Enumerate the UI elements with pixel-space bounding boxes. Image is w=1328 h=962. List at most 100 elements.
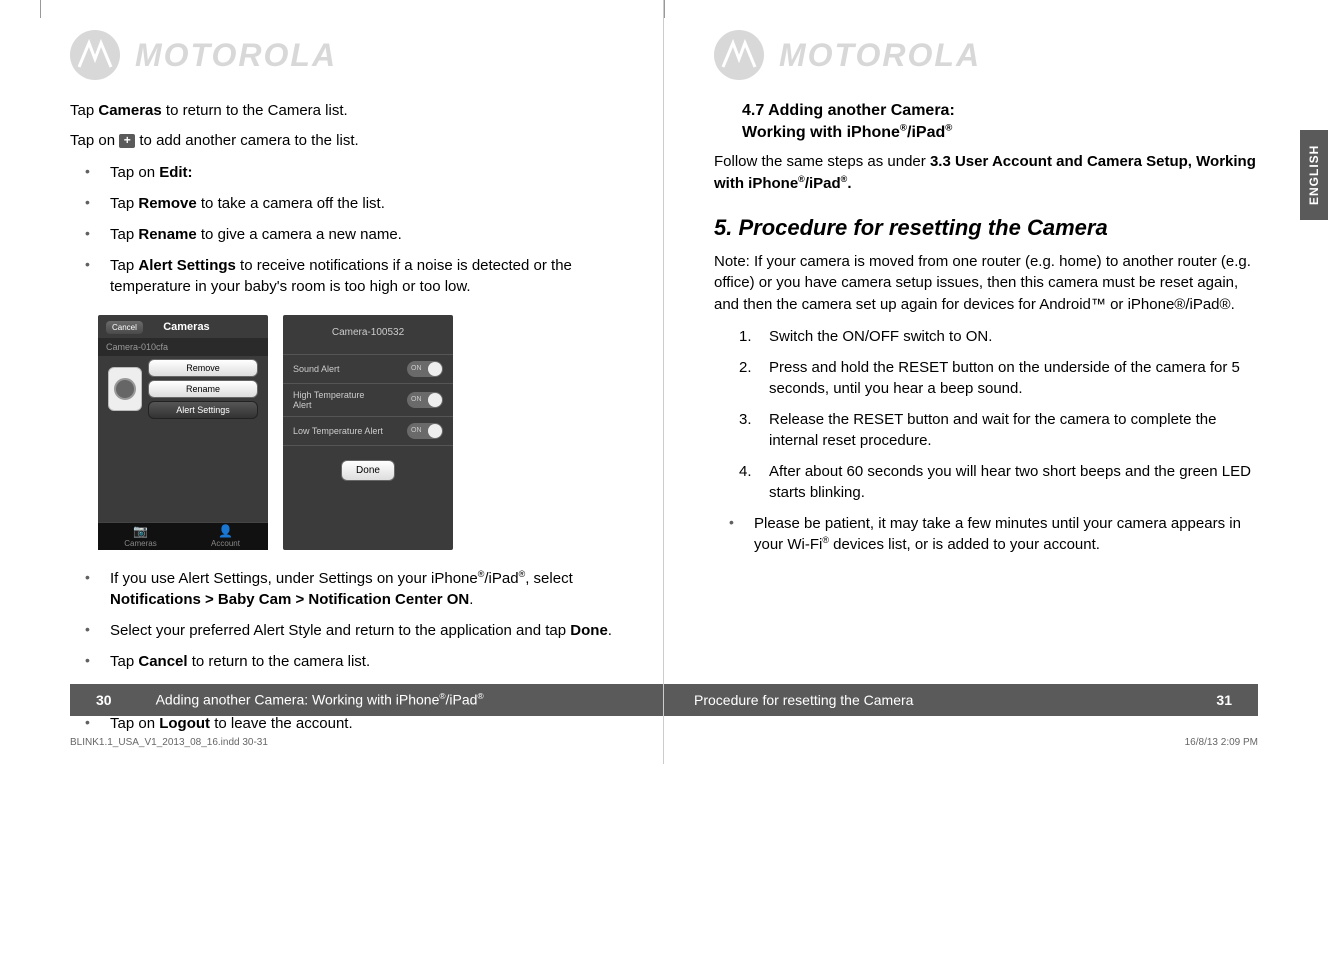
bullet-patient: Please be patient, it may take a few min… <box>724 513 1258 555</box>
text: to return to the Camera list. <box>162 102 348 119</box>
text-bold: Edit: <box>159 164 192 181</box>
brand-wordmark: MOTOROLA <box>135 37 337 74</box>
bullet-rename: Tap Rename to give a camera a new name. <box>80 224 613 245</box>
bullet-pref-style: Select your preferred Alert Style and re… <box>80 620 613 641</box>
brand-header: MOTOROLA <box>70 30 613 80</box>
brand-wordmark: MOTOROLA <box>779 37 981 74</box>
low-temp-toggle[interactable]: ON <box>407 423 443 439</box>
step-3: 3.Release the RESET button and wait for … <box>734 409 1258 451</box>
done-button[interactable]: Done <box>341 460 395 481</box>
action-buttons: Remove Rename Alert Settings <box>148 359 258 419</box>
alert-settings-button[interactable]: Alert Settings <box>148 401 258 419</box>
step-number: 4. <box>739 461 752 482</box>
tab-label: Account <box>211 539 240 548</box>
high-temp-row: High Temperature Alert ON <box>283 384 453 417</box>
tab-label: Cameras <box>124 539 156 548</box>
note-text: Note: If your camera is moved from one r… <box>714 251 1258 316</box>
bullet-list-right: Please be patient, it may take a few min… <box>724 513 1258 555</box>
text: to give a camera a new name. <box>197 226 402 243</box>
brand-header: MOTOROLA <box>714 30 1258 80</box>
step-text: Release the RESET button and wait for th… <box>769 411 1216 449</box>
toggle-state: ON <box>411 427 422 434</box>
screenshot-header: Cancel Cameras <box>98 321 268 338</box>
text: , select <box>525 570 573 587</box>
text: Tap on <box>70 132 119 149</box>
step-text: After about 60 seconds you will hear two… <box>769 463 1251 501</box>
screen-title: Cameras <box>163 321 209 333</box>
screenshot-cameras: Cancel Cameras Camera-010cfa Remove Rena… <box>98 315 268 550</box>
text: /iPad <box>907 124 945 141</box>
text: Tap on <box>110 715 159 732</box>
text: /iPad <box>484 570 518 587</box>
text-bold: /iPad <box>805 175 841 192</box>
toggle-state: ON <box>411 365 422 372</box>
text-bold: Notifications > Baby Cam > Notification … <box>110 591 469 608</box>
date-meta: 16/8/13 2:09 PM <box>1185 737 1258 748</box>
text: If you use Alert Settings, under Setting… <box>110 570 478 587</box>
reset-steps: 1.Switch the ON/OFF switch to ON. 2.Pres… <box>734 326 1258 503</box>
plus-icon: + <box>119 134 135 148</box>
sound-alert-row: Sound Alert ON <box>283 354 453 384</box>
follow-text: Follow the same steps as under 3.3 User … <box>714 151 1258 195</box>
section-5-title: 5. Procedure for resetting the Camera <box>714 215 1258 241</box>
text: to take a camera off the list. <box>197 195 385 212</box>
step-4: 4. After about 60 seconds you will hear t… <box>734 461 1258 503</box>
text: Follow the same steps as under <box>714 153 930 170</box>
text: 4.7 Adding another Camera: <box>742 102 955 119</box>
sound-alert-toggle[interactable]: ON <box>407 361 443 377</box>
screenshot-alerts: Camera-100532 Sound Alert ON High Temper… <box>283 315 453 550</box>
text-bold: Cameras <box>98 102 161 119</box>
screen-title: Camera-100532 <box>283 321 453 344</box>
right-page: ENGLISH MOTOROLA 4.7 Adding another Came… <box>664 0 1328 764</box>
alert-label: High Temperature Alert <box>293 390 383 410</box>
text-bold: Logout <box>159 715 210 732</box>
text-bold: Alert Settings <box>138 257 236 274</box>
text: Tap <box>110 195 138 212</box>
footer-title: Procedure for resetting the Camera <box>694 692 913 708</box>
text: devices list, or is added to your accoun… <box>829 536 1100 553</box>
rename-button[interactable]: Rename <box>148 380 258 398</box>
section-4-7: 4.7 Adding another Camera: Working with … <box>742 100 1258 143</box>
file-meta: BLINK1.1_USA_V1_2013_08_16.indd 30-31 <box>70 737 268 748</box>
step-text: Switch the ON/OFF switch to ON. <box>769 328 992 345</box>
text-bold: Remove <box>138 195 196 212</box>
cancel-button[interactable]: Cancel <box>106 321 143 334</box>
text: Tap <box>70 102 98 119</box>
text-tap-plus: Tap on + to add another camera to the li… <box>70 130 613 152</box>
text-bold: . <box>847 175 851 192</box>
alert-label: Sound Alert <box>293 364 340 374</box>
phone-screenshots: Cancel Cameras Camera-010cfa Remove Rena… <box>98 315 613 550</box>
step-2: 2.Press and hold the RESET button on the… <box>734 357 1258 399</box>
page-number: 30 <box>82 692 126 708</box>
text: Tap <box>110 653 138 670</box>
tab-bar: 📷Cameras 👤Account <box>98 522 268 550</box>
text: Tap <box>110 257 138 274</box>
left-page: MOTOROLA Tap Cameras to return to the Ca… <box>0 0 664 764</box>
text: to leave the account. <box>210 715 353 732</box>
footer-title: Adding another Camera: Working with iPho… <box>156 691 484 708</box>
step-1: 1.Switch the ON/OFF switch to ON. <box>734 326 1258 347</box>
low-temp-row: Low Temperature Alert ON <box>283 417 453 446</box>
bullet-alert: Tap Alert Settings to receive notificati… <box>80 255 613 297</box>
tab-account[interactable]: 👤Account <box>183 523 268 550</box>
camera-actions: Remove Rename Alert Settings <box>98 356 268 422</box>
text: Tap <box>110 226 138 243</box>
bullet-edit: Tap on Edit: <box>80 162 613 183</box>
tab-cameras[interactable]: 📷Cameras <box>98 523 183 550</box>
bullet-cancel: Tap Cancel to return to the camera list. <box>80 651 613 672</box>
text: Tap on <box>110 164 159 181</box>
bullet-notifications: If you use Alert Settings, under Setting… <box>80 568 613 610</box>
motorola-logo-icon <box>70 30 120 80</box>
step-text: Press and hold the RESET button on the u… <box>769 359 1240 397</box>
bullet-list-1: Tap on Edit: Tap Remove to take a camera… <box>80 162 613 297</box>
camera-thumbnail-icon <box>108 367 142 411</box>
camera-id: Camera-010cfa <box>98 338 268 356</box>
text: to add another camera to the list. <box>135 132 358 149</box>
high-temp-toggle[interactable]: ON <box>407 392 443 408</box>
text-bold: Done <box>570 622 608 639</box>
text: Select your preferred Alert Style and re… <box>110 622 570 639</box>
remove-button[interactable]: Remove <box>148 359 258 377</box>
bullet-logout: Tap on Logout to leave the account. <box>80 713 613 734</box>
page-spread: MOTOROLA Tap Cameras to return to the Ca… <box>0 0 1328 764</box>
footer-bar-left: 30 Adding another Camera: Working with i… <box>70 684 663 716</box>
